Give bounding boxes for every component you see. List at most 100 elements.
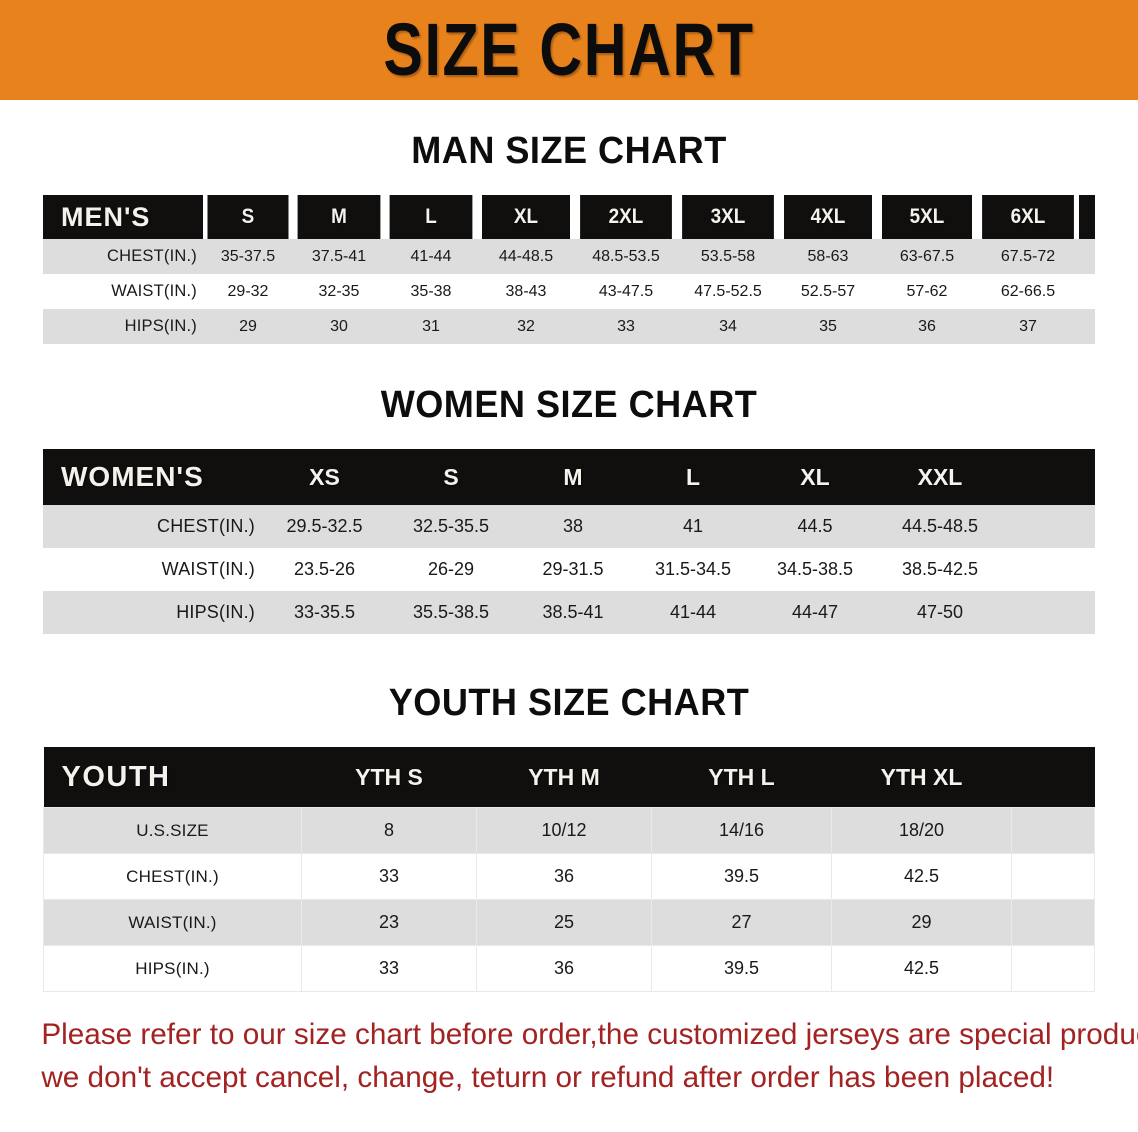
disclaimer-line-2: we don't accept cancel, change, teturn o… <box>41 1060 1055 1094</box>
youth-corner-label: YOUTH <box>43 747 302 808</box>
women-cell-hips-xs: 33-35.5 <box>261 591 388 634</box>
women-size-header-s: S <box>388 449 514 505</box>
man-corner-label: MEN'S <box>43 195 203 239</box>
man-size-table: MEN'S S M L XL 2XL 3XL 4XL 5XL 6XL CHEST… <box>43 195 1095 344</box>
women-size-header-xl: XL <box>754 449 876 505</box>
man-size-header-l: L <box>389 195 473 239</box>
page-banner: SIZE CHART <box>0 0 1138 100</box>
youth-section-heading: YOUTH SIZE CHART <box>388 682 750 724</box>
women-cell-hips-xl: 44-47 <box>754 591 876 634</box>
women-cell-waist-m: 29-31.5 <box>514 548 632 591</box>
women-cell-hips-s: 35.5-38.5 <box>388 591 514 634</box>
women-section-heading: WOMEN SIZE CHART <box>380 384 758 426</box>
man-cell-hips-s: 29 <box>203 309 293 344</box>
youth-cell-spacer <box>1011 945 1095 992</box>
women-corner-label: WOMEN'S <box>43 449 261 505</box>
youth-row-label-waist: WAIST(IN.) <box>43 899 302 946</box>
man-section-heading: MAN SIZE CHART <box>411 130 727 172</box>
man-cell-hips-6xl: 37 <box>977 309 1079 344</box>
women-cell-chest-xxl: 44.5-48.5 <box>876 505 1004 548</box>
man-cell-waist-m: 32-35 <box>293 274 385 309</box>
youth-cell-ussize-s: 8 <box>301 807 477 854</box>
man-cell-chest-xl: 44-48.5 <box>477 239 575 274</box>
youth-size-header-xl: YTH XL <box>831 747 1012 808</box>
man-cell-spacer <box>1079 274 1095 309</box>
disclaimer-text: Please refer to our size chart before or… <box>41 1014 1138 1099</box>
women-cell-hips-m: 38.5-41 <box>514 591 632 634</box>
women-cell-chest-l: 41 <box>632 505 754 548</box>
youth-cell-chest-m: 36 <box>476 853 652 900</box>
table-row: WAIST(IN.) 23.5-26 26-29 29-31.5 31.5-34… <box>43 548 1095 591</box>
man-cell-hips-5xl: 36 <box>877 309 977 344</box>
page-title: SIZE CHART <box>383 8 755 91</box>
women-size-header-m: M <box>514 449 632 505</box>
table-row: WAIST(IN.) 23 25 27 29 <box>43 899 1095 946</box>
women-cell-hips-xxl: 47-50 <box>876 591 1004 634</box>
man-cell-chest-6xl: 67.5-72 <box>977 239 1079 274</box>
youth-cell-hips-l: 39.5 <box>651 945 832 992</box>
youth-row-label-hips: HIPS(IN.) <box>43 945 302 992</box>
youth-cell-waist-s: 23 <box>301 899 477 946</box>
women-header-row: WOMEN'S XS S M L XL XXL <box>43 449 1095 505</box>
table-row: CHEST(IN.) 35-37.5 37.5-41 41-44 44-48.5… <box>43 239 1095 274</box>
man-cell-waist-4xl: 52.5-57 <box>779 274 877 309</box>
women-header-spacer <box>1004 449 1095 505</box>
man-cell-waist-xl: 38-43 <box>477 274 575 309</box>
women-cell-waist-s: 26-29 <box>388 548 514 591</box>
table-row: U.S.SIZE 8 10/12 14/16 18/20 <box>43 807 1095 854</box>
youth-cell-chest-xl: 42.5 <box>831 853 1012 900</box>
women-size-table: WOMEN'S XS S M L XL XXL CHEST(IN.) 29.5-… <box>43 449 1095 634</box>
man-cell-chest-5xl: 63-67.5 <box>877 239 977 274</box>
youth-cell-hips-s: 33 <box>301 945 477 992</box>
table-row: HIPS(IN.) 33-35.5 35.5-38.5 38.5-41 41-4… <box>43 591 1095 634</box>
youth-cell-ussize-m: 10/12 <box>476 807 652 854</box>
man-cell-chest-3xl: 53.5-58 <box>677 239 779 274</box>
table-row: HIPS(IN.) 29 30 31 32 33 34 35 36 37 <box>43 309 1095 344</box>
man-cell-waist-s: 29-32 <box>203 274 293 309</box>
youth-header-row: YOUTH YTH S YTH M YTH L YTH XL <box>43 747 1095 808</box>
women-cell-chest-s: 32.5-35.5 <box>388 505 514 548</box>
man-cell-chest-m: 37.5-41 <box>293 239 385 274</box>
man-table-wrap: MEN'S S M L XL 2XL 3XL 4XL 5XL 6XL CHEST… <box>43 195 1095 344</box>
women-cell-spacer <box>1004 591 1095 634</box>
man-cell-chest-2xl: 48.5-53.5 <box>575 239 677 274</box>
women-cell-chest-xs: 29.5-32.5 <box>261 505 388 548</box>
man-cell-hips-l: 31 <box>385 309 477 344</box>
table-row: CHEST(IN.) 29.5-32.5 32.5-35.5 38 41 44.… <box>43 505 1095 548</box>
man-cell-spacer <box>1079 309 1095 344</box>
youth-cell-hips-m: 36 <box>476 945 652 992</box>
youth-cell-chest-l: 39.5 <box>651 853 832 900</box>
women-size-header-xs: XS <box>261 449 388 505</box>
youth-size-table: YOUTH YTH S YTH M YTH L YTH XL U.S.SIZE … <box>43 747 1095 992</box>
man-row-label-chest: CHEST(IN.) <box>43 239 203 274</box>
youth-cell-waist-l: 27 <box>651 899 832 946</box>
man-cell-chest-s: 35-37.5 <box>203 239 293 274</box>
women-cell-waist-xl: 34.5-38.5 <box>754 548 876 591</box>
women-row-label-hips: HIPS(IN.) <box>43 591 261 634</box>
man-cell-hips-xl: 32 <box>477 309 575 344</box>
youth-row-label-chest: CHEST(IN.) <box>43 853 302 900</box>
youth-size-header-m: YTH M <box>476 747 652 808</box>
man-cell-waist-5xl: 57-62 <box>877 274 977 309</box>
man-cell-chest-4xl: 58-63 <box>779 239 877 274</box>
youth-table-wrap: YOUTH YTH S YTH M YTH L YTH XL U.S.SIZE … <box>43 747 1095 992</box>
women-row-label-waist: WAIST(IN.) <box>43 548 261 591</box>
youth-cell-waist-m: 25 <box>476 899 652 946</box>
disclaimer-line-1: Please refer to our size chart before or… <box>41 1018 1138 1051</box>
women-cell-waist-l: 31.5-34.5 <box>632 548 754 591</box>
man-cell-waist-2xl: 43-47.5 <box>575 274 677 309</box>
youth-size-header-s: YTH S <box>301 747 477 808</box>
table-row: WAIST(IN.) 29-32 32-35 35-38 38-43 43-47… <box>43 274 1095 309</box>
man-size-header-6xl: 6XL <box>982 195 1074 239</box>
man-cell-hips-2xl: 33 <box>575 309 677 344</box>
man-size-header-4xl: 4XL <box>783 195 873 239</box>
women-cell-hips-l: 41-44 <box>632 591 754 634</box>
women-row-label-chest: CHEST(IN.) <box>43 505 261 548</box>
man-size-header-m: M <box>297 195 381 239</box>
man-size-header-5xl: 5XL <box>882 195 972 239</box>
women-cell-chest-xl: 44.5 <box>754 505 876 548</box>
man-size-header-xl: XL <box>481 195 571 239</box>
man-header-spacer <box>1079 195 1095 239</box>
man-cell-waist-6xl: 62-66.5 <box>977 274 1079 309</box>
women-cell-waist-xs: 23.5-26 <box>261 548 388 591</box>
